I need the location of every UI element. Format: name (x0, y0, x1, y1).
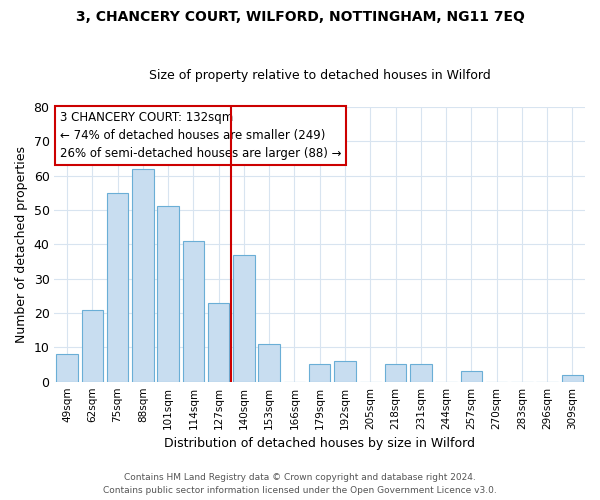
Bar (410, 364, 431, 382)
Bar (233, 254, 254, 382)
Text: Contains HM Land Registry data © Crown copyright and database right 2024.
Contai: Contains HM Land Registry data © Crown c… (103, 474, 497, 495)
Bar (259, 344, 280, 382)
Title: Size of property relative to detached houses in Wilford: Size of property relative to detached ho… (149, 69, 491, 82)
Bar (461, 372, 482, 382)
Bar (182, 241, 204, 382)
Bar (334, 361, 356, 382)
Bar (208, 302, 229, 382)
Text: 3, CHANCERY COURT, WILFORD, NOTTINGHAM, NG11 7EQ: 3, CHANCERY COURT, WILFORD, NOTTINGHAM, … (76, 10, 524, 24)
Bar (82, 310, 103, 382)
Bar (56, 354, 78, 382)
Bar (157, 206, 179, 382)
Bar (309, 364, 331, 382)
Text: 3 CHANCERY COURT: 132sqm
← 74% of detached houses are smaller (249)
26% of semi-: 3 CHANCERY COURT: 132sqm ← 74% of detach… (60, 111, 341, 160)
X-axis label: Distribution of detached houses by size in Wilford: Distribution of detached houses by size … (164, 437, 475, 450)
Y-axis label: Number of detached properties: Number of detached properties (15, 146, 28, 342)
Bar (385, 364, 406, 382)
Bar (562, 375, 583, 382)
Bar (107, 192, 128, 382)
Bar (132, 168, 154, 382)
